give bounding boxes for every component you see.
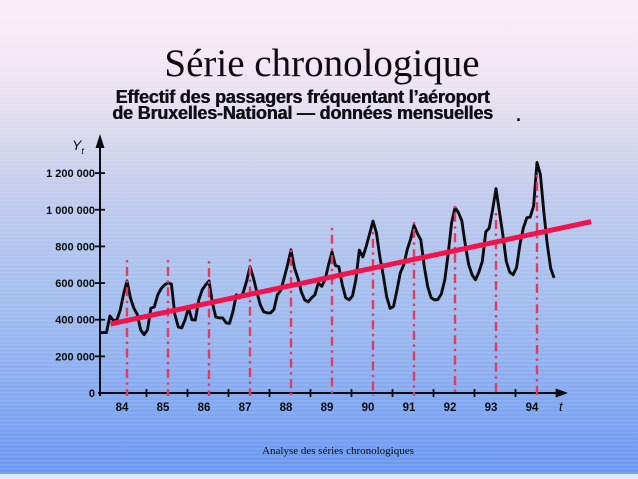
y-tick-label: 800 000 <box>55 241 95 253</box>
y-tick-label: 1 000 000 <box>46 205 95 217</box>
x-tick-label: 86 <box>198 402 211 414</box>
y-axis-arrow <box>95 134 105 148</box>
x-tick-label: 91 <box>403 402 416 414</box>
slide-footer: Analyse des séries chronologiques <box>262 445 414 457</box>
x-axis-title: t <box>559 399 564 414</box>
x-axis-arrow <box>556 388 568 398</box>
bottom-strip <box>0 474 638 479</box>
x-tick-label: 92 <box>444 402 457 414</box>
x-tick-label: 84 <box>116 402 129 414</box>
y-axis-title: Yt <box>72 137 84 156</box>
subtitle-line1: Effectif des passagers fréquentant l’aér… <box>115 87 490 107</box>
x-tick-label: 89 <box>321 402 334 414</box>
x-tick-label: 87 <box>239 402 252 414</box>
data-series-curve <box>100 161 556 337</box>
y-tick-label: 0 <box>89 388 95 400</box>
y-tick-label: 1 200 000 <box>46 168 95 180</box>
y-tick-label: 600 000 <box>55 278 95 290</box>
slide-title: Série chronologique <box>164 42 480 85</box>
x-tick-label: 93 <box>485 402 498 414</box>
slide-subtitle: Effectif des passagers fréquentant l’aér… <box>0 87 605 123</box>
x-tick-label: 88 <box>280 402 293 414</box>
trend-line <box>110 219 592 327</box>
y-tick-label: 400 000 <box>55 315 95 327</box>
subtitle-trailing-dot: . <box>516 105 522 125</box>
x-tick-label: 94 <box>526 402 539 414</box>
x-tick-label: 90 <box>362 402 375 414</box>
subtitle-line2: de Bruxelles-National — données mensuell… <box>112 103 493 123</box>
y-tick-label: 200 000 <box>55 351 95 363</box>
x-tick-label: 85 <box>157 402 170 414</box>
